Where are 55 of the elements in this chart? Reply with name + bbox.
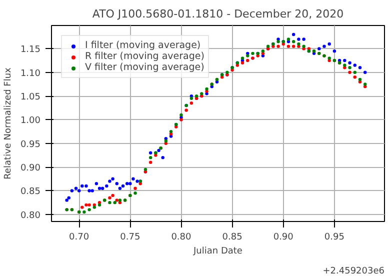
point — [251, 52, 254, 56]
y-tick-label: 1.15 — [20, 45, 41, 56]
point — [363, 82, 367, 86]
point — [92, 206, 96, 209]
point — [353, 70, 356, 74]
point — [266, 44, 270, 48]
x-tick-label: 0.80 — [171, 232, 192, 242]
y-tick-label: 1.10 — [20, 68, 41, 79]
point — [205, 87, 208, 91]
point — [164, 139, 168, 143]
point — [144, 168, 148, 172]
point — [348, 66, 352, 70]
x-tick-label: 0.95 — [324, 232, 344, 242]
x-tick-label: 0.85 — [222, 232, 242, 242]
point — [276, 40, 280, 44]
legend-label: V filter (moving average) — [85, 62, 204, 73]
text: +2.459203e6 — [322, 266, 385, 276]
x-tick-label: 0.90 — [273, 232, 294, 242]
point — [328, 56, 331, 60]
y-axis-title: Relative Normalized Flux — [3, 66, 14, 180]
point — [246, 54, 250, 58]
chart-title: ATO J100.5680-01.1810 - December 20, 2020 — [92, 8, 344, 20]
point — [118, 198, 122, 202]
y-tick-label: 0.95 — [20, 140, 41, 150]
point — [226, 70, 229, 74]
point — [98, 203, 102, 207]
point — [200, 92, 204, 96]
legend-label: R filter (moving average) — [85, 51, 204, 62]
point — [190, 96, 194, 100]
y-tick-label: 1.00 — [20, 116, 41, 126]
point — [358, 78, 362, 82]
point — [286, 38, 290, 41]
point — [261, 49, 265, 53]
x-axis-title: Julian Date — [192, 246, 243, 256]
point — [240, 56, 244, 60]
point — [148, 156, 152, 160]
y-tick-label: 1.05 — [20, 92, 41, 103]
point — [82, 210, 86, 214]
point — [194, 94, 198, 98]
point — [302, 44, 306, 48]
point — [113, 200, 116, 204]
point — [343, 64, 346, 67]
point — [180, 113, 183, 117]
point — [108, 200, 112, 204]
x-tick-label: 0.70 — [69, 232, 90, 242]
y-tick-label: 0.90 — [20, 164, 41, 174]
point — [292, 40, 296, 44]
x-tick-label: 0.75 — [120, 232, 140, 242]
legend-label: I filter (moving average) — [85, 40, 201, 51]
point — [134, 191, 137, 195]
point — [88, 208, 91, 212]
point — [169, 130, 173, 134]
point — [297, 42, 300, 46]
y-tick-label: 0.85 — [20, 187, 41, 198]
y-tick-label: 0.80 — [20, 210, 41, 221]
